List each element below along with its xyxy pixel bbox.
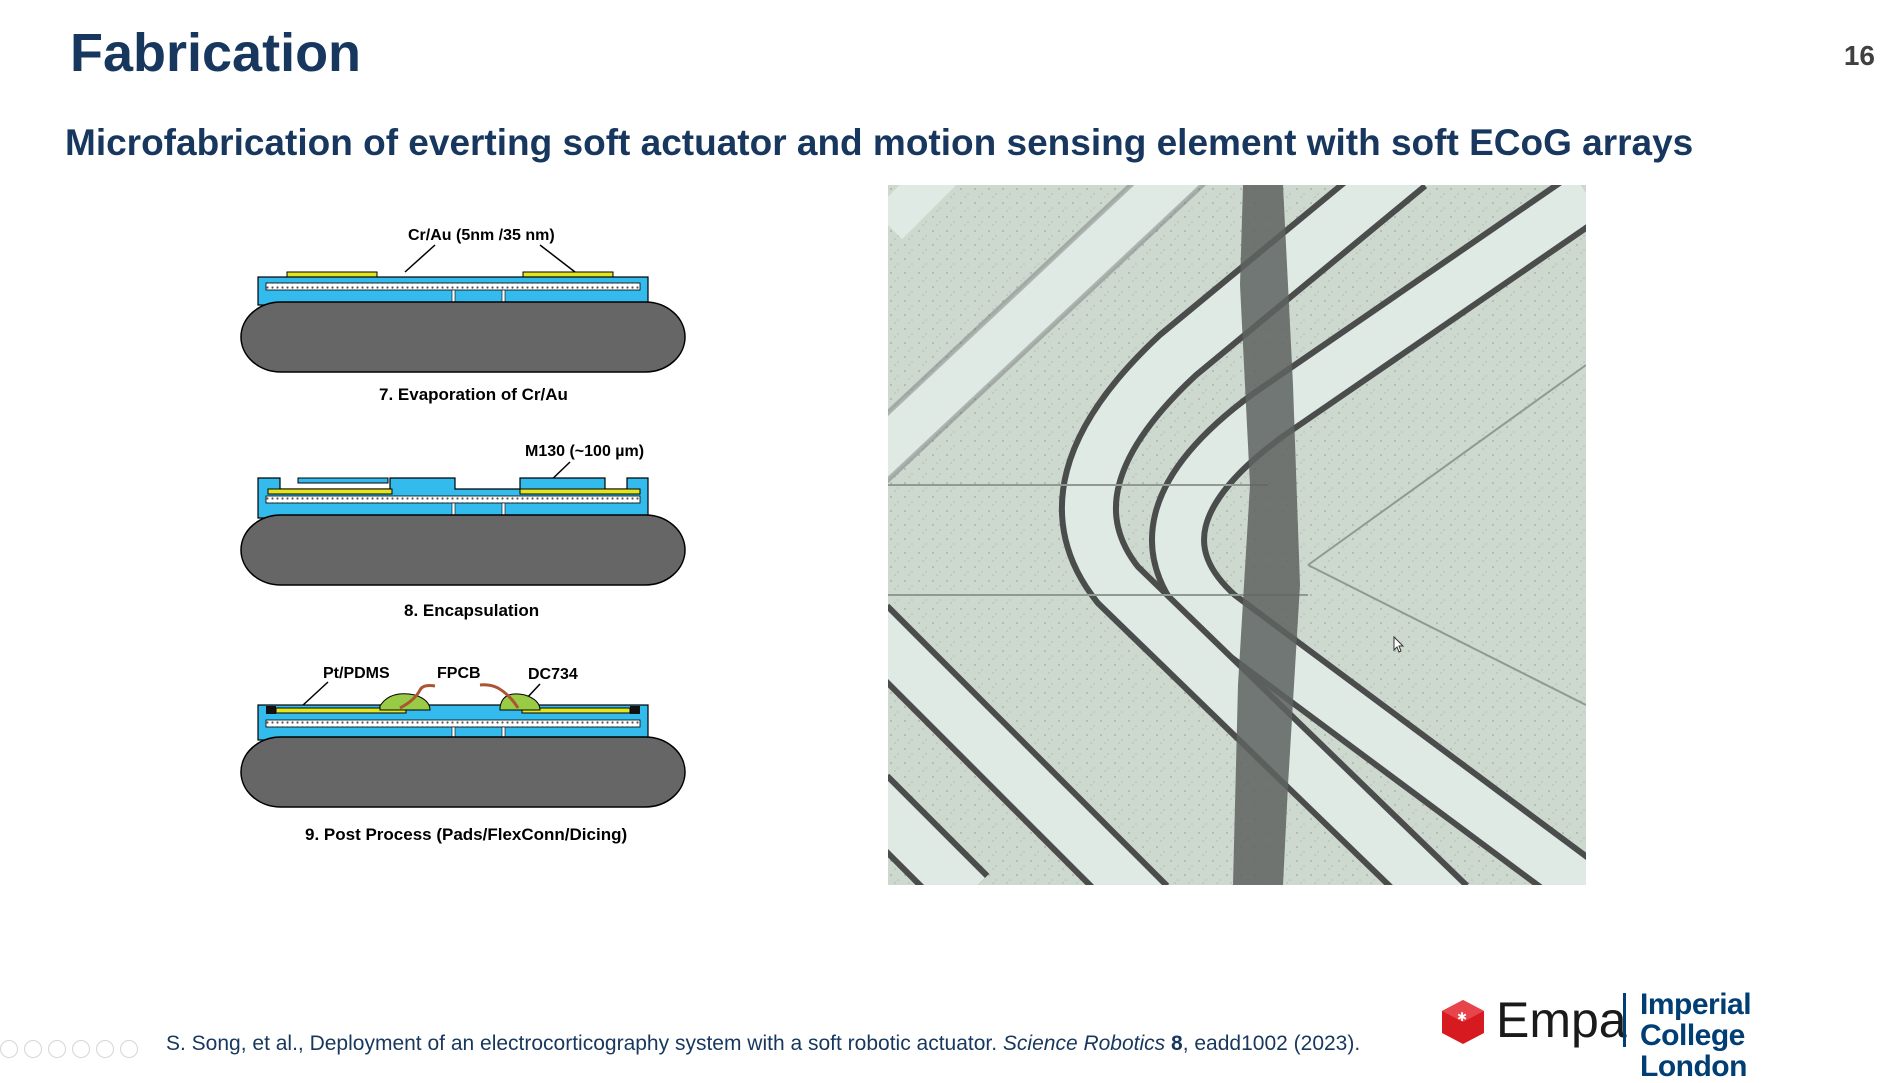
citation-tail: , eadd1002 (2023). xyxy=(1182,1032,1361,1055)
prev-icon[interactable] xyxy=(0,1040,18,1058)
imperial-college-logo: Imperial College London xyxy=(1640,989,1860,1082)
step-7-diagram: Cr/Au (5nm /35 nm) 7. Evaporation of Cr/… xyxy=(240,227,686,404)
slide-title: Fabrication xyxy=(70,23,362,83)
step-9-diagram: Pt/PDMS FPCB DC734 9. Post Process (Pads… xyxy=(240,665,686,844)
step-8-diagram: M130 (~100 µm) 8. Encapsulation xyxy=(240,443,686,620)
step-7-caption: 7. Evaporation of Cr/Au xyxy=(379,385,568,404)
step-7-callout: Cr/Au (5nm /35 nm) xyxy=(408,227,555,244)
slide-toolbar[interactable] xyxy=(0,1040,138,1058)
citation-volume: 8 xyxy=(1171,1032,1183,1055)
citation-text: S. Song, et al., Deployment of an electr… xyxy=(166,1032,1003,1055)
mouse-pointer-icon xyxy=(1393,636,1405,653)
icl-line-1: Imperial College xyxy=(1640,988,1752,1052)
empa-logo-text: Empa xyxy=(1496,992,1627,1048)
step-8-caption: 8. Encapsulation xyxy=(404,601,539,620)
citation-journal: Science Robotics xyxy=(1002,1032,1166,1055)
grid-icon[interactable] xyxy=(72,1040,90,1058)
fabrication-diagram: Cr/Au (5nm /35 nm) 7. Evaporation of Cr/… xyxy=(240,227,686,844)
more-icon[interactable] xyxy=(120,1040,138,1058)
pen-icon[interactable] xyxy=(48,1040,66,1058)
step-9-callout-ptpdms: Pt/PDMS xyxy=(323,665,390,682)
footer-logos: ✱ Empa Imperial College London xyxy=(1440,985,1860,1082)
logo-divider xyxy=(1623,993,1626,1047)
empa-logo-icon: ✱ xyxy=(1442,1000,1484,1044)
next-icon[interactable] xyxy=(24,1040,42,1058)
icl-line-2: London xyxy=(1640,1050,1747,1083)
citation: S. Song, et al., Deployment of an electr… xyxy=(166,1032,1360,1056)
step-9-caption: 9. Post Process (Pads/FlexConn/Dicing) xyxy=(305,825,627,844)
svg-text:✱: ✱ xyxy=(1457,1010,1467,1024)
page-number: 16 xyxy=(1843,40,1875,71)
zoom-icon[interactable] xyxy=(96,1040,114,1058)
step-9-callout-fpcb: FPCB xyxy=(437,665,481,682)
slide-subtitle: Microfabrication of everting soft actuat… xyxy=(65,122,1694,163)
step-9-callout-dc734: DC734 xyxy=(528,666,578,683)
step-8-callout: M130 (~100 µm) xyxy=(525,443,644,460)
microscope-image xyxy=(888,185,1586,885)
